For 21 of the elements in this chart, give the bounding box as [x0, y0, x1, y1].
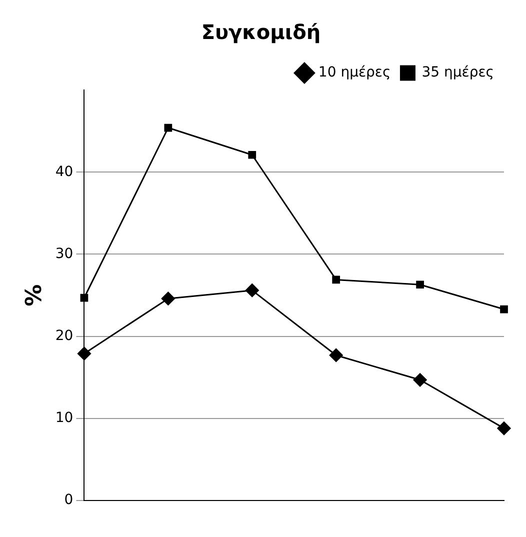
- y-tick-label: 40: [55, 164, 74, 180]
- point: [248, 150, 256, 159]
- y-axis-title: %: [22, 284, 47, 306]
- y-tick-label: 30: [55, 246, 74, 262]
- point: [161, 292, 175, 306]
- y-tick-label: 0: [64, 492, 74, 508]
- y-tick-label: 20: [55, 328, 74, 344]
- legend-label: 10 ημέρες: [318, 64, 391, 81]
- point: [80, 294, 88, 302]
- point: [332, 276, 340, 284]
- point: [77, 346, 91, 360]
- point: [245, 284, 259, 298]
- point: [497, 422, 511, 436]
- point: [413, 373, 427, 387]
- point: [329, 348, 343, 362]
- point: [164, 124, 172, 132]
- point: [500, 305, 508, 314]
- y-tick-label: 10: [55, 410, 74, 426]
- chart-title: Συγκομιδή: [201, 20, 321, 44]
- point: [416, 280, 424, 289]
- legend-label: 35 ημέρες: [422, 64, 494, 81]
